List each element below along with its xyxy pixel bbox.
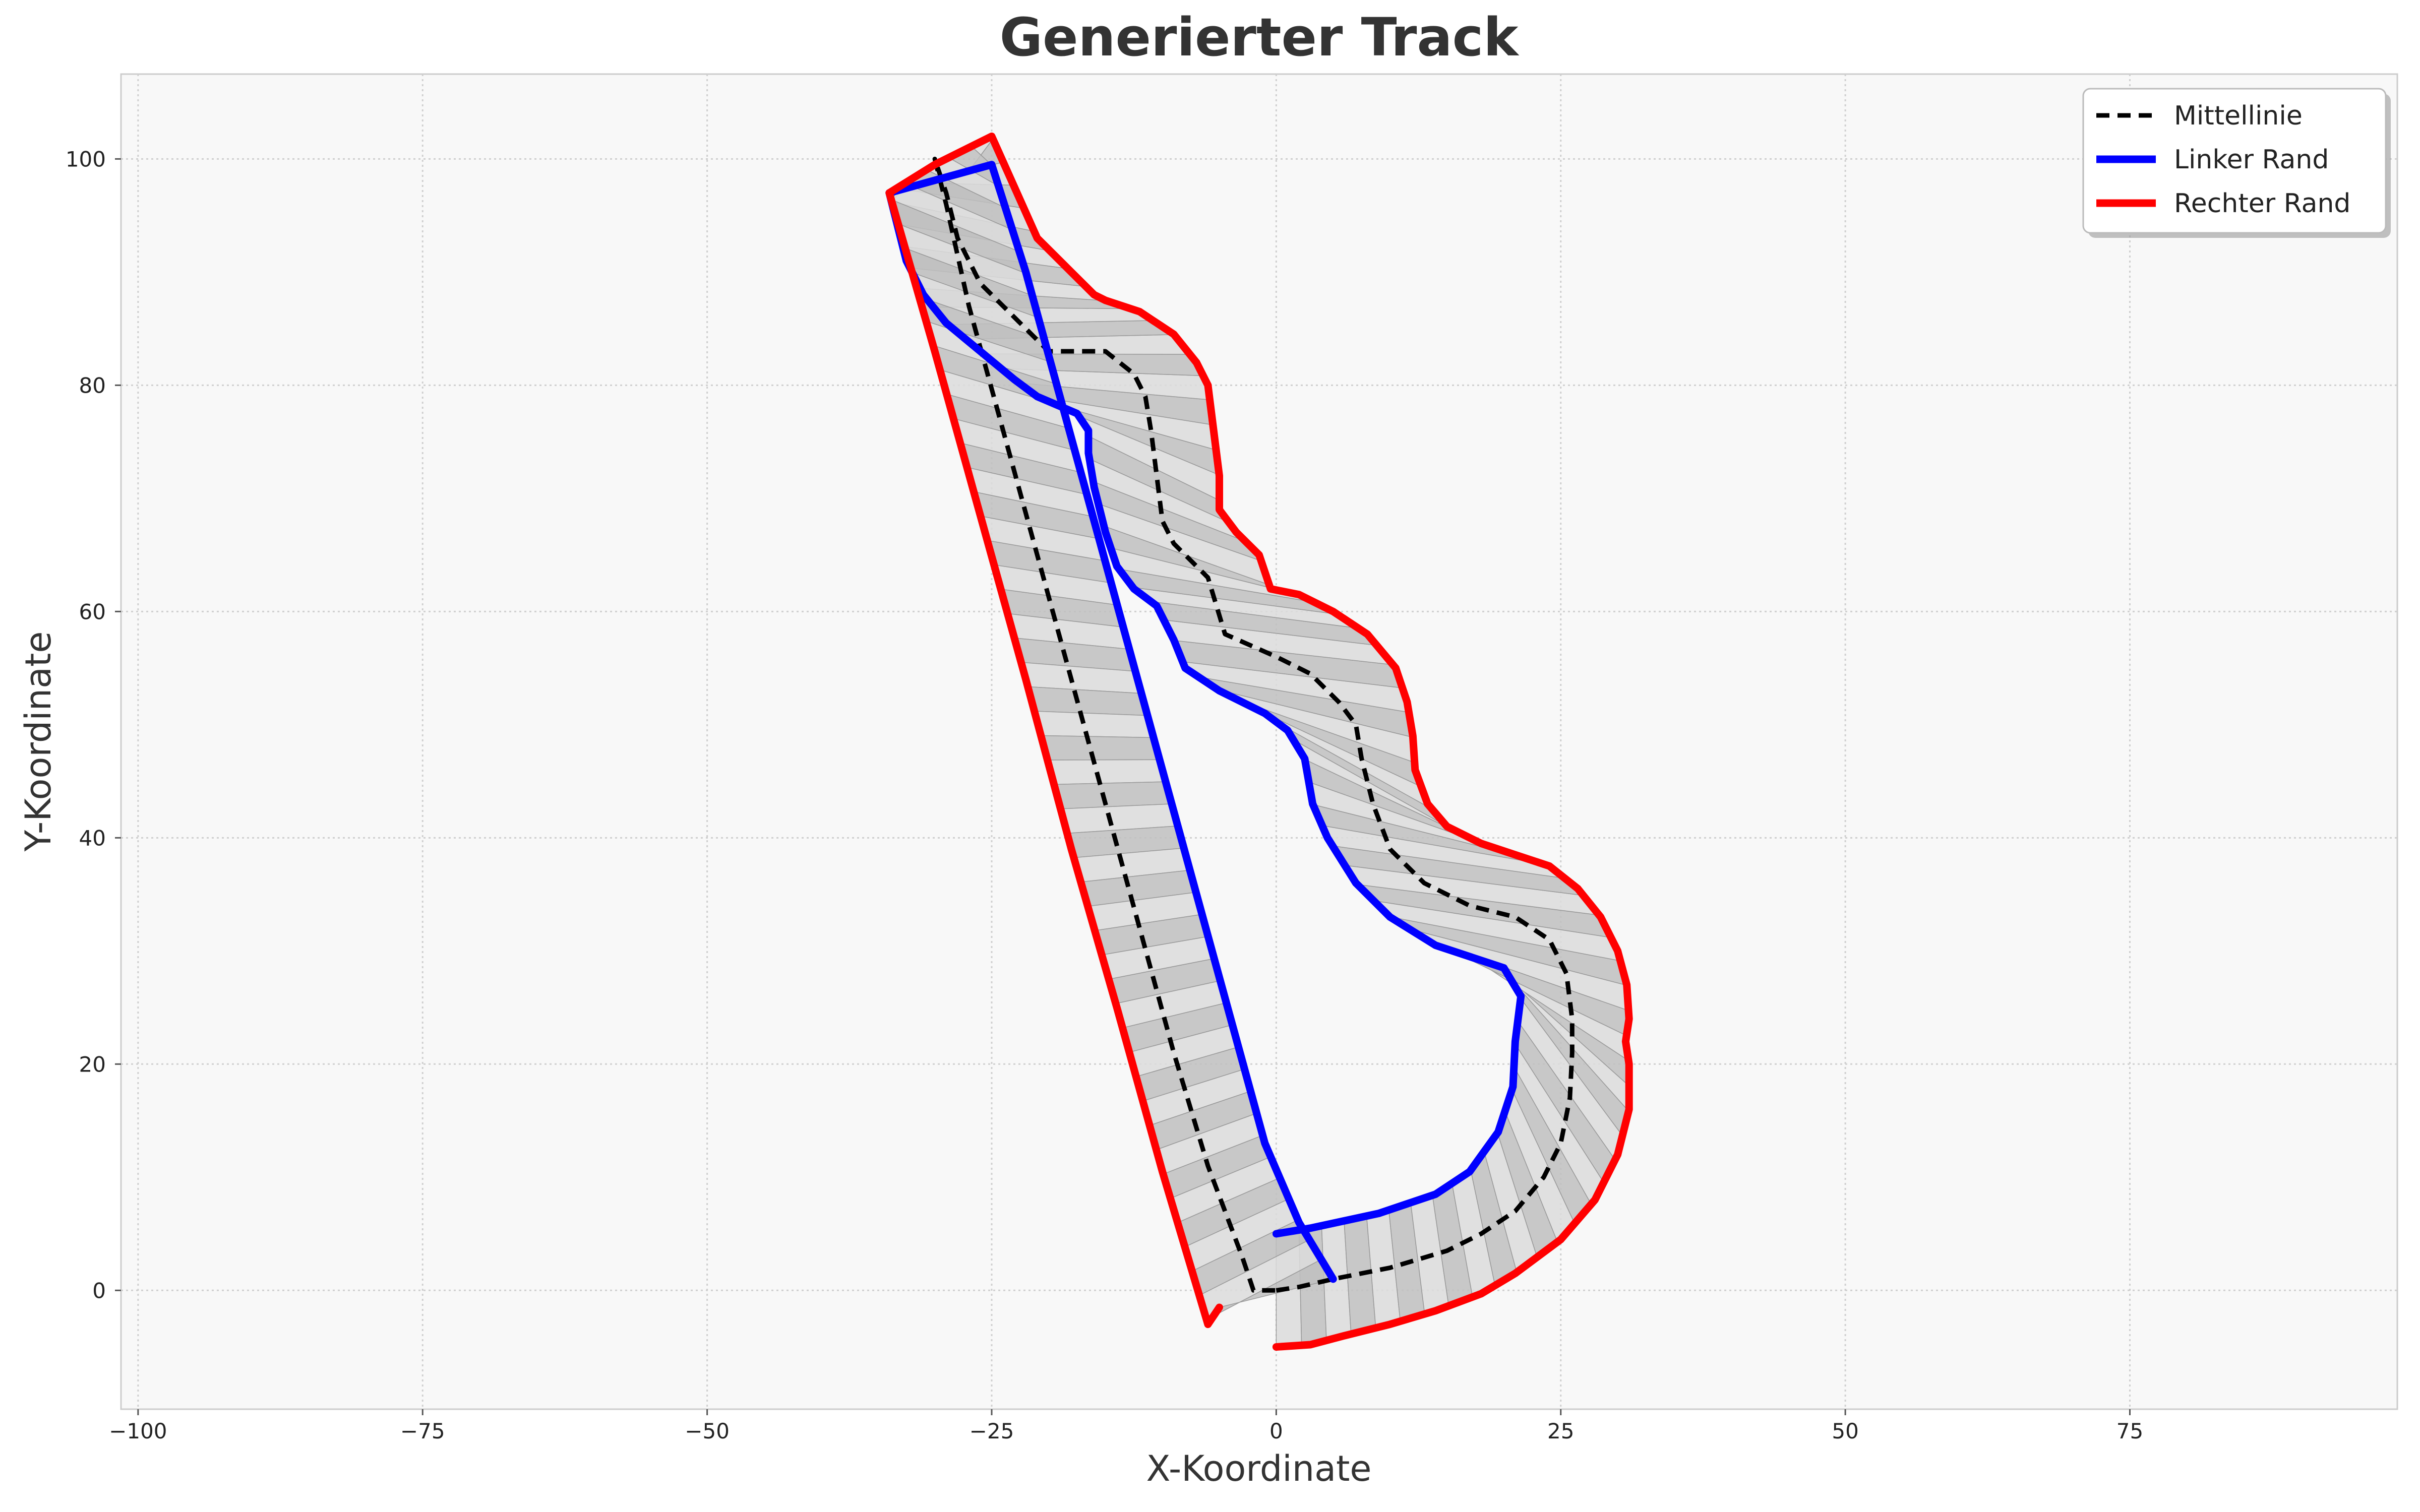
y-axis-label: Y-Koordinate [18,632,59,852]
chart-title: Generierter Track [1000,7,1520,68]
legend-box [2082,88,2387,234]
x-tick-label: −100 [109,1419,167,1443]
x-axis-label: X-Koordinate [1146,1448,1371,1489]
x-tick-label: −25 [970,1419,1014,1443]
legend-label: Linker Rand [2174,145,2329,175]
y-tick-label: 60 [79,599,106,624]
legend-label: Mittellinie [2174,101,2303,131]
series-line-3 [885,133,1633,1351]
x-tick-labels: −100 −75 −50 −25 0 25 50 75 [109,1409,2143,1443]
series-line-1 [932,156,1575,1293]
series-layer [885,133,1633,1351]
x-tick-label: 50 [1832,1419,1858,1443]
x-tick-label: −75 [400,1419,445,1443]
legend: Mittellinie Linker Rand Rechter Rand [2082,88,2391,238]
y-tick-label: 100 [66,147,106,171]
x-tick-label: 0 [1269,1419,1283,1443]
track-segment [1047,759,1167,785]
y-tick-label: 0 [92,1278,106,1303]
x-tick-label: 25 [1547,1419,1574,1443]
legend-label: Rechter Rand [2174,188,2350,219]
y-tick-label: 80 [79,373,106,398]
x-tick-label: −50 [685,1419,730,1443]
y-tick-labels: 0 20 40 60 80 100 [66,147,121,1303]
x-tick-label: 75 [2116,1419,2143,1443]
track-segment [1040,735,1161,761]
track-segment [1034,711,1155,738]
series-line-2 [885,161,1525,1283]
y-tick-label: 20 [79,1052,106,1077]
y-tick-label: 40 [79,826,106,850]
